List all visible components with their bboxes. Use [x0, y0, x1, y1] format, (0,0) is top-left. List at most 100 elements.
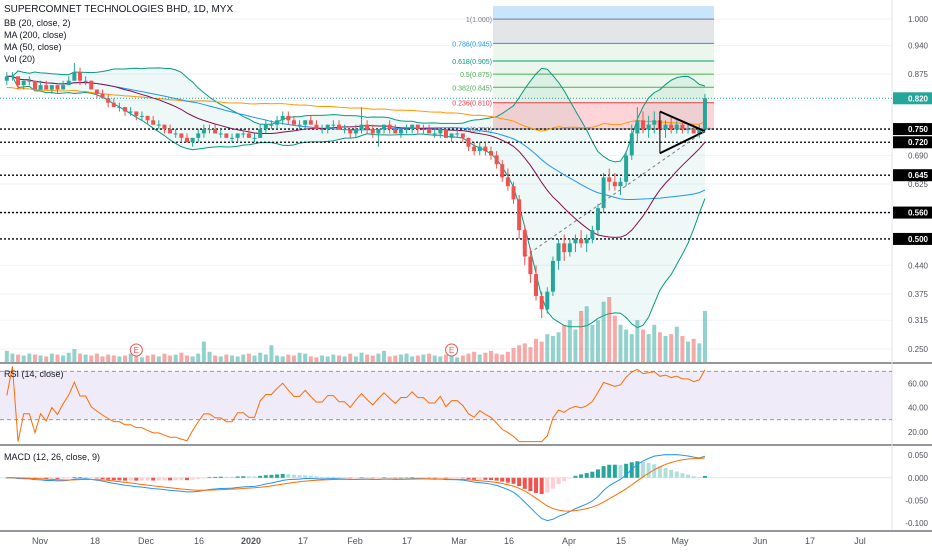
- volume-bar: [4, 350, 9, 362]
- volume-bar: [72, 349, 77, 362]
- macd-histogram-bar: [263, 475, 268, 478]
- volume-bar: [331, 354, 336, 362]
- macd-histogram-bar: [201, 477, 206, 479]
- candle-body: [123, 107, 128, 112]
- time-tick-8: Mar: [451, 536, 467, 546]
- fibonacci-retracement[interactable]: 1(1.000) 0.786(0.945) 0.618(0.905) 0.5(0.87…: [452, 6, 714, 134]
- price-axis[interactable]: 1.0000.9400.8750.8150.7500.6900.6250.560…: [0, 15, 932, 354]
- macd-histogram-bar: [635, 461, 640, 478]
- macd-histogram-bar: [235, 476, 240, 478]
- volume-bar: [443, 354, 448, 362]
- legend-ma50[interactable]: MA (50, close): [4, 42, 62, 52]
- time-tick-15: Jul: [854, 536, 866, 546]
- candle-body: [601, 177, 606, 209]
- volume-bar: [258, 352, 263, 362]
- triangle-lower: [659, 130, 706, 155]
- price-tick-2: 0.875: [908, 70, 929, 79]
- candle-body: [117, 107, 122, 109]
- volume-bar: [128, 353, 133, 362]
- candle-body: [83, 80, 88, 82]
- candle-body: [618, 181, 623, 187]
- macd-histogram-bar: [258, 475, 263, 478]
- level-tag-0: 0.750: [908, 125, 929, 134]
- macd-histogram-bar: [224, 476, 229, 478]
- candle-body: [314, 124, 319, 130]
- candle-body: [382, 124, 387, 130]
- volume-bar: [162, 353, 167, 362]
- volume-bar: [567, 320, 572, 362]
- candle-body: [111, 102, 116, 108]
- triangle-pattern[interactable]: [524, 110, 711, 257]
- fib-label-2: 0.618(0.905): [452, 59, 492, 66]
- volume-bar: [534, 338, 539, 362]
- candle-body: [280, 115, 285, 121]
- macd-histogram-bar: [207, 477, 212, 478]
- macd-histogram-bar: [78, 477, 83, 478]
- volume-bar: [190, 356, 195, 362]
- macd-histogram-bar: [517, 477, 522, 487]
- volume-bar: [449, 355, 454, 362]
- price-tick-9: 0.440: [908, 261, 929, 270]
- legend-vol[interactable]: Vol (20): [4, 54, 36, 64]
- candle-body: [505, 177, 510, 187]
- candle-body: [128, 111, 133, 113]
- volume-bar: [275, 355, 280, 362]
- trend-line: [524, 126, 711, 257]
- volume-bar: [230, 355, 235, 362]
- candle-body: [55, 85, 60, 90]
- volume-bar: [10, 353, 15, 362]
- candle-body: [156, 124, 161, 126]
- macd-histogram-bar: [72, 477, 77, 478]
- candle-body: [168, 129, 173, 134]
- candle-body: [184, 137, 189, 143]
- candle-body: [629, 133, 634, 156]
- volume-bar: [539, 341, 544, 362]
- legend-bb[interactable]: BB (20, close, 2): [4, 18, 71, 28]
- volume-bar: [466, 353, 471, 362]
- volume-bar: [286, 354, 291, 362]
- candle-body: [443, 129, 448, 138]
- candle-body: [320, 129, 325, 131]
- macd-title[interactable]: MACD (12, 26, close, 9): [4, 452, 101, 462]
- rsi-title[interactable]: RSI (14, close): [4, 369, 64, 379]
- macd-histogram-bar: [218, 476, 223, 478]
- candle-body: [545, 291, 550, 310]
- macd-histogram-bar: [449, 477, 454, 479]
- macd-histogram-bar: [213, 476, 218, 478]
- macd-histogram-bar: [100, 477, 105, 480]
- time-tick-1: 18: [90, 536, 100, 546]
- candle-body: [528, 256, 533, 275]
- macd-histogram-bar: [156, 477, 161, 481]
- rsi-tick-0: 60.00: [908, 379, 929, 388]
- macd-histogram-bar: [641, 461, 646, 478]
- volume-bar: [49, 353, 54, 362]
- candle-body: [550, 260, 555, 292]
- candle-body: [624, 155, 629, 182]
- horizontal-levels[interactable]: [0, 128, 892, 240]
- macd-histogram-bar: [398, 477, 403, 479]
- fib-label-4: 0.382(0.845): [452, 85, 492, 92]
- rsi-tick-1: 40.00: [908, 404, 929, 413]
- fib-label-1: 0.786(0.945): [452, 41, 492, 48]
- volume-bar: [21, 355, 26, 362]
- candle-body: [472, 146, 477, 152]
- volume-bar: [376, 353, 381, 362]
- macd-histogram-bar: [252, 476, 257, 478]
- macd-histogram-bar: [123, 477, 128, 481]
- macd-histogram-bar: [460, 477, 465, 479]
- macd-histogram-bar: [545, 477, 550, 493]
- macd-histogram-bar: [505, 477, 510, 483]
- macd-histogram-bar: [320, 476, 325, 478]
- volume-bar: [348, 353, 353, 362]
- macd-histogram-bar: [567, 477, 572, 479]
- candle-body: [612, 181, 617, 187]
- legend-ma200[interactable]: MA (200, close): [4, 30, 67, 40]
- volume-bar: [590, 324, 595, 362]
- candle-body: [32, 80, 37, 90]
- macd-histogram-bar: [393, 477, 398, 479]
- time-axis[interactable]: Nov 18 Dec 16 2020 17 Feb 17 Mar 16 Apr 15 May Jun 17 J…: [32, 536, 866, 546]
- candle-body: [336, 124, 341, 130]
- volume-bar: [123, 355, 128, 362]
